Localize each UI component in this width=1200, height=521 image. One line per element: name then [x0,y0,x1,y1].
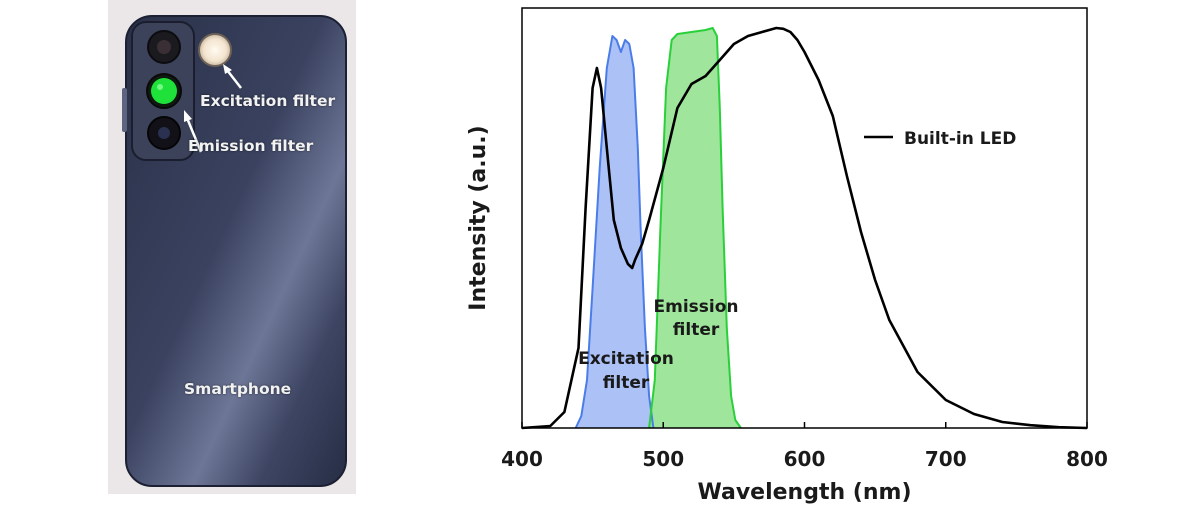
excitation-annotation-line-1: Excitation [578,349,674,369]
smartphone-illustration [122,15,347,487]
x-tick-label-500: 500 [642,447,684,471]
smartphone-label: Smartphone [184,380,292,398]
series-area-excitation-filter [575,36,654,428]
legend-label: Built-in LED [904,129,1016,149]
spectrum-chart: 400 500 600 700 800 Wavelength (nm) Intensit… [440,0,1140,517]
series-line-excitation-filter [574,35,655,429]
y-axis-label: Intensity (a.u.) [466,125,491,310]
excitation-filter-flash [198,33,232,67]
emission-annotation-line-2: filter [673,320,720,340]
side-button [122,88,127,132]
smartphone-photo: Excitation filter Emission filter Smartp… [108,0,356,494]
x-axis-label: Wavelength (nm) [698,480,912,505]
x-tick-label-600: 600 [784,447,826,471]
x-tick-label-700: 700 [925,447,967,471]
chart-svg: 400 500 600 700 800 Wavelength (nm) Intensit… [466,7,1108,505]
emission-filter-label: Emission filter [188,137,314,155]
excitation-annotation-line-2: filter [603,373,650,393]
x-tick-label-800: 800 [1066,447,1108,471]
series-line-built-in-led [521,26,1088,430]
series-line-emission-filter [648,27,742,429]
x-tick-label-400: 400 [501,447,543,471]
excitation-filter-label: Excitation filter [200,92,336,110]
emission-annotation-line-1: Emission [654,297,739,317]
